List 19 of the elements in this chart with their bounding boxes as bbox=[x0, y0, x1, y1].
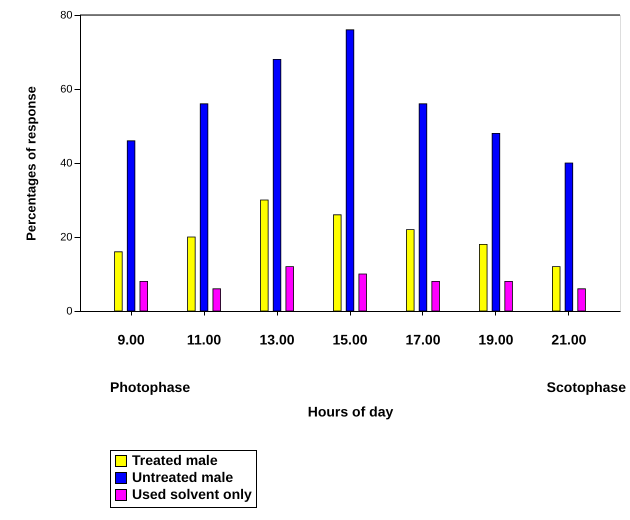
y-tick-label: 20 bbox=[60, 232, 72, 244]
legend-label: Untreated male bbox=[132, 469, 234, 485]
y-tick-label: 80 bbox=[60, 10, 72, 22]
x-tick-label: 13.00 bbox=[260, 332, 295, 348]
x-tick-label: 19.00 bbox=[478, 332, 514, 348]
x-tick-label: 15.00 bbox=[332, 332, 368, 348]
text: Scotophase bbox=[546, 379, 626, 395]
legend-label: Used solvent only bbox=[132, 486, 252, 502]
x-tick-label: 11.00 bbox=[186, 332, 222, 348]
y-axis-title: Percentages of response bbox=[23, 86, 38, 241]
x-tick-label: 9.00 bbox=[117, 332, 145, 348]
y-tick-label: 40 bbox=[60, 158, 72, 170]
y-tick-label: 0 bbox=[66, 306, 72, 318]
x-tick-label: 21.00 bbox=[551, 332, 587, 348]
x-axis-title: Hours of day bbox=[308, 404, 394, 420]
text: Photophase bbox=[110, 379, 190, 395]
legend-label: Treated male bbox=[132, 452, 218, 468]
x-tick-label: 17.00 bbox=[405, 332, 441, 348]
y-tick-label: 60 bbox=[60, 84, 72, 96]
